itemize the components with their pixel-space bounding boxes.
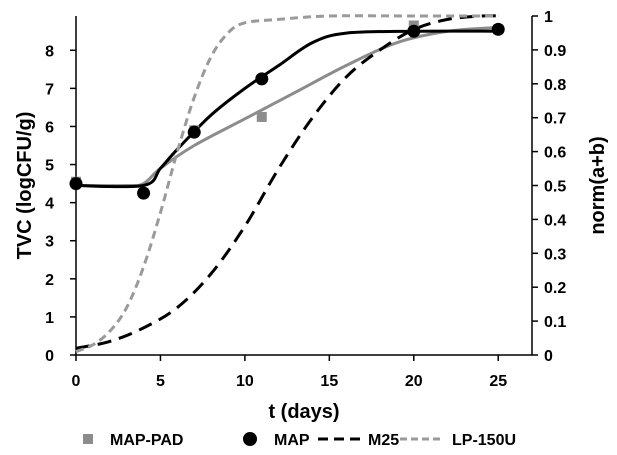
y-axis-left-title: TVC (logCFU/g) <box>14 112 36 260</box>
data-point-map <box>187 125 201 139</box>
x-axis-title: t (days) <box>268 401 339 423</box>
legend-label: MAP <box>274 432 310 449</box>
series-layer <box>69 14 505 354</box>
x-tick-label: 0 <box>72 373 81 390</box>
y-right-tick-label: 0 <box>544 348 553 365</box>
data-point-map <box>407 24 421 38</box>
data-point-map <box>69 177 83 191</box>
y-right-tick-label: 0.8 <box>544 77 566 94</box>
x-tick-label: 25 <box>489 373 507 390</box>
legend-label: M25 <box>368 432 399 449</box>
series-line-map-pad-fit <box>75 25 499 188</box>
x-tick-label: 5 <box>156 373 165 390</box>
y-axis-right-title: norm(a+b) <box>587 136 609 234</box>
y-left-tick-label: 0 <box>45 348 54 365</box>
y-left-tick-label: 5 <box>45 158 54 175</box>
data-point-map <box>491 22 505 36</box>
x-tick-label: 15 <box>320 373 338 390</box>
legend-item-m25: M25 <box>318 432 399 449</box>
y-left-tick-label: 2 <box>45 272 54 289</box>
y-right-tick-label: 0.5 <box>544 179 566 196</box>
y-left-tick-label: 3 <box>45 234 54 251</box>
y-right-tick-label: 0.3 <box>544 246 566 263</box>
legend-swatch-square <box>83 434 93 444</box>
axes-layer: 0 5 10 15 20 25 0 1 2 3 4 5 6 7 8 0 0.1 0.2 0.3 0.4 0.5 0.6 0.… <box>14 9 609 423</box>
y-left-tick-label: 6 <box>45 119 54 136</box>
series-line-map-fit <box>75 29 499 189</box>
series-line-m25 <box>75 14 499 350</box>
y-left-tick-label: 1 <box>45 310 54 327</box>
legend-swatch-circle <box>243 432 257 446</box>
legend-label: MAP-PAD <box>110 432 183 449</box>
legend-item-map-pad: MAP-PAD <box>83 432 183 449</box>
y-right-tick-label: 0.1 <box>544 314 566 331</box>
series-line-lp-150u <box>75 14 499 354</box>
legend: MAP-PAD MAP M25 LP-150U <box>83 432 516 449</box>
y-right-tick-label: 0.9 <box>544 43 566 60</box>
data-point-map <box>137 186 151 200</box>
x-tick-label: 10 <box>236 373 254 390</box>
y-right-tick-label: 0.4 <box>544 212 566 229</box>
y-left-tick-label: 4 <box>45 196 54 213</box>
legend-item-map: MAP <box>243 432 310 449</box>
data-point-map-pad <box>256 111 267 122</box>
y-left-tick-label: 8 <box>45 43 54 60</box>
y-right-tick-label: 1 <box>544 9 553 26</box>
legend-label: LP-150U <box>452 432 516 449</box>
y-left-tick-label: 7 <box>45 81 54 98</box>
y-right-tick-label: 0.6 <box>544 145 566 162</box>
y-right-tick-label: 0.2 <box>544 280 566 297</box>
legend-item-lp-150u: LP-150U <box>400 432 516 449</box>
y-right-tick-label: 0.7 <box>544 111 566 128</box>
x-tick-label: 20 <box>405 373 423 390</box>
data-point-map <box>255 72 269 86</box>
